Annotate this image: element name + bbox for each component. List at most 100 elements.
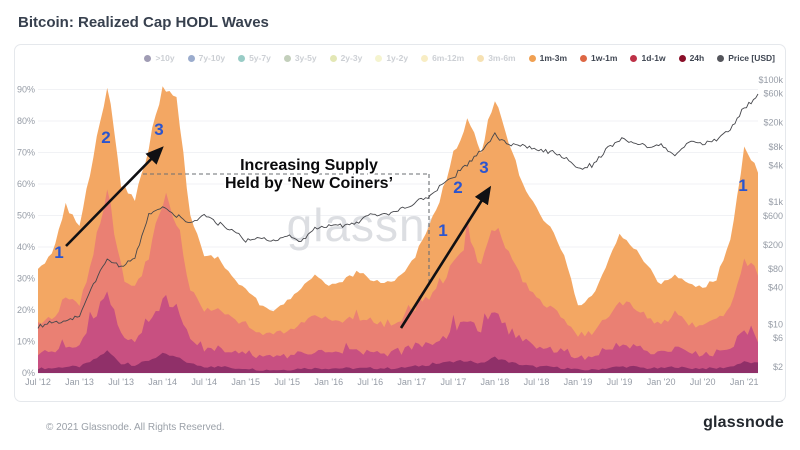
- legend-item-1d-1w[interactable]: 1d-1w: [630, 53, 666, 63]
- chart-legend: >10y 7y-10y 5y-7y 3y-5y 2y-3y 1y-2y 6m-12m 3m-6…: [144, 50, 775, 66]
- legend-dot-icon: [630, 54, 638, 62]
- right-axis-label: $200: [763, 240, 783, 250]
- legend-dot-icon: [375, 54, 383, 62]
- left-axis-label: 10%: [17, 337, 35, 347]
- right-axis-label: $80: [768, 264, 783, 274]
- page-title: Bitcoin: Realized Cap HODL Waves: [18, 14, 269, 31]
- x-axis-label: Jul '17: [441, 377, 467, 387]
- x-axis-label: Jul '13: [108, 377, 134, 387]
- x-axis-label: Jan '14: [148, 377, 177, 387]
- annotation-note: Increasing Supply: [240, 157, 378, 174]
- right-axis-label: $600: [763, 211, 783, 221]
- legend-label: 2y-3y: [340, 53, 363, 63]
- legend-label: 3y-5y: [294, 53, 317, 63]
- legend-item-1y-2y[interactable]: 1y-2y: [375, 53, 408, 63]
- annotation-note: Held by ‘New Coiners’: [225, 175, 393, 192]
- legend-dot-icon: [238, 54, 246, 62]
- legend-label: 1w-1m: [591, 53, 618, 63]
- cycle-number: 3: [154, 120, 163, 139]
- legend-dot-icon: [187, 54, 195, 62]
- legend-dot-icon: [329, 54, 337, 62]
- hodl-area-1m-3m: [38, 86, 758, 373]
- legend-label: 1d-1w: [641, 53, 666, 63]
- legend-item-7y-10y[interactable]: 7y-10y: [187, 53, 226, 63]
- left-axis-label: 20%: [17, 305, 35, 315]
- left-axis-label: 90%: [17, 85, 35, 95]
- left-axis-label: 60%: [17, 179, 35, 189]
- left-axis-label: 30%: [17, 274, 35, 284]
- right-axis-label: $1k: [768, 197, 783, 207]
- legend-dot-icon: [717, 54, 725, 62]
- x-axis-label: Jan '17: [397, 377, 426, 387]
- legend-dot-icon: [283, 54, 291, 62]
- copyright-text: © 2021 Glassnode. All Rights Reserved.: [46, 422, 225, 433]
- right-axis-label: $8k: [768, 142, 783, 152]
- right-axis-label: $20k: [763, 118, 783, 128]
- left-axis-label: 80%: [17, 116, 35, 126]
- legend-item-3m-6m[interactable]: 3m-6m: [477, 53, 516, 63]
- hodl-area-1w-1m: [38, 189, 758, 373]
- annotation-arrow: [399, 185, 492, 329]
- x-axis-label: Jul '19: [607, 377, 633, 387]
- x-axis-label: Jul '14: [191, 377, 217, 387]
- legend-label: 5y-7y: [249, 53, 271, 63]
- left-axis-label: 70%: [17, 148, 35, 158]
- legend-dot-icon: [678, 54, 686, 62]
- left-axis-label: 50%: [17, 211, 35, 221]
- x-axis-label: Jul '16: [357, 377, 383, 387]
- legend-item-5y-7y[interactable]: 5y-7y: [238, 53, 271, 63]
- right-axis-label: $6: [773, 333, 783, 343]
- legend-label: 24h: [689, 53, 705, 63]
- legend-item-1w-1m[interactable]: 1w-1m: [580, 53, 617, 63]
- left-axis-label: 0%: [22, 368, 35, 378]
- legend-label: >10y: [155, 53, 175, 63]
- legend-item-price-usd-[interactable]: Price [USD]: [717, 53, 775, 63]
- cycle-number: 2: [453, 178, 462, 197]
- left-axis-label: 40%: [17, 242, 35, 252]
- legend-dot-icon: [421, 54, 429, 62]
- legend-label: 1y-2y: [386, 53, 409, 63]
- x-axis-label: Jul '12: [25, 377, 51, 387]
- cycle-number: 1: [438, 221, 447, 240]
- legend-item-6m-12m[interactable]: 6m-12m: [421, 53, 464, 63]
- legend-item-2y-3y[interactable]: 2y-3y: [329, 53, 363, 63]
- right-axis-label: $10: [768, 319, 783, 329]
- legend-label: 3m-6m: [488, 53, 516, 63]
- legend-dot-icon: [477, 54, 485, 62]
- cycle-number: 1: [54, 243, 63, 262]
- legend-dot-icon: [580, 54, 588, 62]
- annotation-arrow: [65, 146, 164, 247]
- legend-label: Price [USD]: [728, 53, 775, 63]
- price-line: [37, 93, 759, 329]
- hodl-area-1d-1w: [38, 291, 758, 373]
- hodl-area-24h: [38, 350, 758, 373]
- legend-item-1m-3m[interactable]: 1m-3m: [528, 53, 568, 63]
- cycle-number: 2: [101, 128, 110, 147]
- x-axis-label: Jul '20: [690, 377, 716, 387]
- legend-dot-icon: [528, 54, 536, 62]
- right-axis-label: $100k: [758, 75, 783, 85]
- x-axis-label: Jan '20: [647, 377, 676, 387]
- right-axis-label: $40: [768, 283, 783, 293]
- legend-item-3y-5y[interactable]: 3y-5y: [283, 53, 317, 63]
- glassnode-logo: glassnode: [703, 414, 784, 431]
- legend-label: 7y-10y: [198, 53, 226, 63]
- right-axis-label: $4k: [768, 160, 783, 170]
- cycle-number: 3: [479, 158, 488, 177]
- right-axis-label: $60k: [763, 89, 783, 99]
- right-axis-label: $2: [773, 362, 783, 372]
- chart-card: >10y 7y-10y 5y-7y 3y-5y 2y-3y 1y-2y 6m-12m 3m-6…: [14, 44, 786, 402]
- x-axis-label: Jan '13: [65, 377, 94, 387]
- x-axis-label: Jan '19: [564, 377, 593, 387]
- legend-dot-icon: [144, 54, 152, 62]
- x-axis-label: Jan '15: [231, 377, 260, 387]
- legend-label: 1m-3m: [539, 53, 568, 63]
- legend-item-24h[interactable]: 24h: [678, 53, 705, 63]
- x-axis-label: Jan '18: [481, 377, 510, 387]
- x-axis-label: Jan '21: [730, 377, 759, 387]
- x-axis-label: Jul '18: [524, 377, 550, 387]
- x-axis-label: Jul '15: [274, 377, 300, 387]
- legend-item--10y[interactable]: >10y: [144, 53, 175, 63]
- x-axis-label: Jan '16: [314, 377, 343, 387]
